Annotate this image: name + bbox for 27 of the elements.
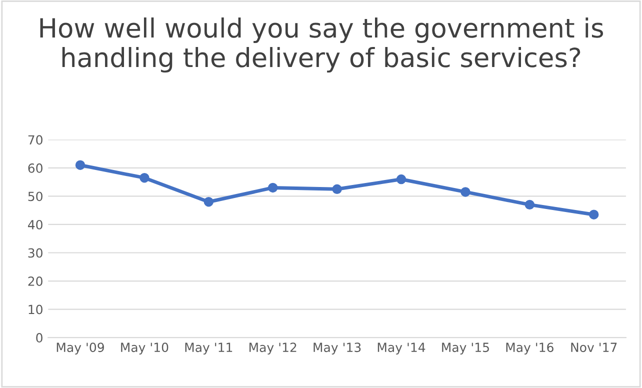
x-tick-label: Nov '17 (571, 342, 617, 352)
y-tick-label: 20 (28, 276, 42, 286)
point (396, 174, 406, 184)
x-tick-label: May '15 (442, 342, 489, 355)
x-tick-label: May '16 (506, 342, 554, 355)
point (75, 160, 86, 170)
x-tick-label: May '11 (185, 342, 232, 355)
y-tick-label: 30 (28, 248, 42, 258)
x-tick-label: May '12 (249, 342, 296, 355)
x-tick-label: May '14 (378, 342, 426, 355)
x-tick-label: May '09 (56, 342, 104, 355)
y-tick-label: 0 (36, 333, 42, 342)
point (524, 200, 535, 210)
point (588, 210, 599, 220)
x-tick-label: May '10 (121, 342, 168, 355)
y-tick-label: 40 (28, 220, 42, 230)
y-tick-label: 10 (28, 304, 42, 314)
point (268, 182, 278, 193)
y-tick-label: 60 (28, 163, 42, 173)
chart-title: How well would you say the government is handling the delivery of basic services? (40, 17, 604, 73)
y-tick-label: 50 (28, 192, 42, 202)
point (332, 184, 342, 194)
y-tick-label: 70 (28, 135, 42, 145)
point (204, 197, 214, 207)
x-tick-label: May '13 (314, 342, 361, 355)
point (140, 172, 150, 183)
point (460, 187, 470, 197)
